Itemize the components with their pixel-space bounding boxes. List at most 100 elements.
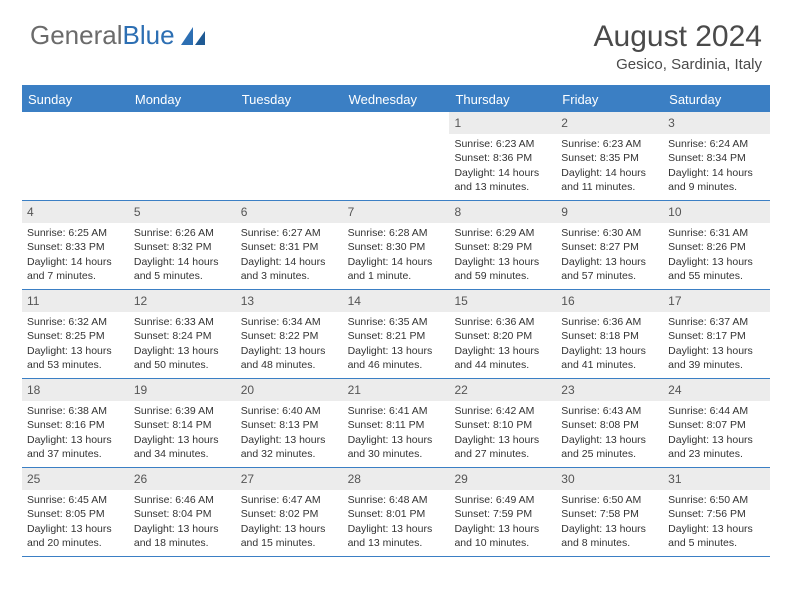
- day-line: Sunrise: 6:45 AM: [27, 493, 124, 507]
- day-line: Daylight: 13 hours and 18 minutes.: [134, 522, 231, 550]
- day-cell: 25Sunrise: 6:45 AMSunset: 8:05 PMDayligh…: [22, 468, 129, 556]
- day-number: 31: [663, 468, 770, 490]
- day-cell: 7Sunrise: 6:28 AMSunset: 8:30 PMDaylight…: [343, 201, 450, 289]
- day-number: 5: [129, 201, 236, 223]
- day-number: 4: [22, 201, 129, 223]
- day-line: Daylight: 13 hours and 44 minutes.: [454, 344, 551, 372]
- day-body: [343, 118, 450, 126]
- day-cell: 4Sunrise: 6:25 AMSunset: 8:33 PMDaylight…: [22, 201, 129, 289]
- day-number: 17: [663, 290, 770, 312]
- day-number: 8: [449, 201, 556, 223]
- day-line: Sunset: 8:26 PM: [668, 240, 765, 254]
- day-line: Daylight: 13 hours and 53 minutes.: [27, 344, 124, 372]
- day-body: Sunrise: 6:47 AMSunset: 8:02 PMDaylight:…: [236, 490, 343, 555]
- week-row: 1Sunrise: 6:23 AMSunset: 8:36 PMDaylight…: [22, 112, 770, 201]
- day-line: Sunrise: 6:36 AM: [454, 315, 551, 329]
- day-line: Daylight: 13 hours and 25 minutes.: [561, 433, 658, 461]
- day-number: 15: [449, 290, 556, 312]
- day-line: Sunrise: 6:38 AM: [27, 404, 124, 418]
- day-body: [236, 118, 343, 126]
- day-line: Sunset: 8:11 PM: [348, 418, 445, 432]
- day-line: Sunrise: 6:50 AM: [561, 493, 658, 507]
- day-line: Daylight: 13 hours and 55 minutes.: [668, 255, 765, 283]
- day-line: Daylight: 13 hours and 48 minutes.: [241, 344, 338, 372]
- day-cell: 20Sunrise: 6:40 AMSunset: 8:13 PMDayligh…: [236, 379, 343, 467]
- day-body: Sunrise: 6:40 AMSunset: 8:13 PMDaylight:…: [236, 401, 343, 466]
- day-line: Sunset: 8:18 PM: [561, 329, 658, 343]
- day-line: Daylight: 13 hours and 23 minutes.: [668, 433, 765, 461]
- day-cell: 16Sunrise: 6:36 AMSunset: 8:18 PMDayligh…: [556, 290, 663, 378]
- day-line: Sunrise: 6:28 AM: [348, 226, 445, 240]
- day-line: Sunrise: 6:29 AM: [454, 226, 551, 240]
- day-line: Daylight: 13 hours and 5 minutes.: [668, 522, 765, 550]
- day-cell: 30Sunrise: 6:50 AMSunset: 7:58 PMDayligh…: [556, 468, 663, 556]
- day-line: Sunrise: 6:50 AM: [668, 493, 765, 507]
- day-number: 9: [556, 201, 663, 223]
- day-cell: [22, 112, 129, 200]
- week-row: 25Sunrise: 6:45 AMSunset: 8:05 PMDayligh…: [22, 468, 770, 557]
- day-line: Daylight: 14 hours and 9 minutes.: [668, 166, 765, 194]
- day-line: Sunrise: 6:41 AM: [348, 404, 445, 418]
- day-line: Sunset: 8:22 PM: [241, 329, 338, 343]
- day-body: Sunrise: 6:43 AMSunset: 8:08 PMDaylight:…: [556, 401, 663, 466]
- day-number: 10: [663, 201, 770, 223]
- day-line: Daylight: 13 hours and 15 minutes.: [241, 522, 338, 550]
- day-cell: 5Sunrise: 6:26 AMSunset: 8:32 PMDaylight…: [129, 201, 236, 289]
- day-cell: 28Sunrise: 6:48 AMSunset: 8:01 PMDayligh…: [343, 468, 450, 556]
- day-body: Sunrise: 6:27 AMSunset: 8:31 PMDaylight:…: [236, 223, 343, 288]
- day-body: Sunrise: 6:23 AMSunset: 8:36 PMDaylight:…: [449, 134, 556, 199]
- day-line: Sunset: 8:30 PM: [348, 240, 445, 254]
- day-line: Daylight: 13 hours and 27 minutes.: [454, 433, 551, 461]
- day-cell: 6Sunrise: 6:27 AMSunset: 8:31 PMDaylight…: [236, 201, 343, 289]
- day-line: Sunrise: 6:40 AM: [241, 404, 338, 418]
- day-cell: 11Sunrise: 6:32 AMSunset: 8:25 PMDayligh…: [22, 290, 129, 378]
- day-number: 21: [343, 379, 450, 401]
- day-number: 27: [236, 468, 343, 490]
- day-body: Sunrise: 6:24 AMSunset: 8:34 PMDaylight:…: [663, 134, 770, 199]
- day-body: Sunrise: 6:28 AMSunset: 8:30 PMDaylight:…: [343, 223, 450, 288]
- day-line: Daylight: 13 hours and 30 minutes.: [348, 433, 445, 461]
- day-header: Friday: [556, 87, 663, 112]
- day-line: Sunrise: 6:32 AM: [27, 315, 124, 329]
- day-line: Sunrise: 6:35 AM: [348, 315, 445, 329]
- day-line: Sunset: 8:31 PM: [241, 240, 338, 254]
- day-line: Sunrise: 6:49 AM: [454, 493, 551, 507]
- day-body: Sunrise: 6:37 AMSunset: 8:17 PMDaylight:…: [663, 312, 770, 377]
- day-line: Sunrise: 6:37 AM: [668, 315, 765, 329]
- day-body: Sunrise: 6:23 AMSunset: 8:35 PMDaylight:…: [556, 134, 663, 199]
- day-number: 14: [343, 290, 450, 312]
- day-line: Sunrise: 6:23 AM: [561, 137, 658, 151]
- day-line: Sunset: 8:36 PM: [454, 151, 551, 165]
- day-cell: 14Sunrise: 6:35 AMSunset: 8:21 PMDayligh…: [343, 290, 450, 378]
- week-row: 4Sunrise: 6:25 AMSunset: 8:33 PMDaylight…: [22, 201, 770, 290]
- day-line: Sunset: 8:07 PM: [668, 418, 765, 432]
- day-number: 13: [236, 290, 343, 312]
- day-header: Tuesday: [236, 87, 343, 112]
- day-line: Sunrise: 6:26 AM: [134, 226, 231, 240]
- day-header: Saturday: [663, 87, 770, 112]
- brand-name: GeneralBlue: [30, 20, 175, 51]
- day-line: Sunrise: 6:24 AM: [668, 137, 765, 151]
- day-body: Sunrise: 6:42 AMSunset: 8:10 PMDaylight:…: [449, 401, 556, 466]
- day-line: Sunrise: 6:27 AM: [241, 226, 338, 240]
- day-body: Sunrise: 6:48 AMSunset: 8:01 PMDaylight:…: [343, 490, 450, 555]
- day-line: Sunset: 8:24 PM: [134, 329, 231, 343]
- day-line: Daylight: 13 hours and 41 minutes.: [561, 344, 658, 372]
- day-number: 26: [129, 468, 236, 490]
- day-line: Daylight: 13 hours and 34 minutes.: [134, 433, 231, 461]
- day-body: Sunrise: 6:36 AMSunset: 8:20 PMDaylight:…: [449, 312, 556, 377]
- brand-gray: General: [30, 20, 123, 50]
- day-line: Daylight: 13 hours and 50 minutes.: [134, 344, 231, 372]
- week-row: 18Sunrise: 6:38 AMSunset: 8:16 PMDayligh…: [22, 379, 770, 468]
- day-number: 11: [22, 290, 129, 312]
- day-line: Sunrise: 6:47 AM: [241, 493, 338, 507]
- day-body: Sunrise: 6:44 AMSunset: 8:07 PMDaylight:…: [663, 401, 770, 466]
- day-header-row: SundayMondayTuesdayWednesdayThursdayFrid…: [22, 87, 770, 112]
- day-cell: 9Sunrise: 6:30 AMSunset: 8:27 PMDaylight…: [556, 201, 663, 289]
- day-body: Sunrise: 6:45 AMSunset: 8:05 PMDaylight:…: [22, 490, 129, 555]
- day-body: Sunrise: 6:50 AMSunset: 7:58 PMDaylight:…: [556, 490, 663, 555]
- day-cell: 27Sunrise: 6:47 AMSunset: 8:02 PMDayligh…: [236, 468, 343, 556]
- day-cell: 3Sunrise: 6:24 AMSunset: 8:34 PMDaylight…: [663, 112, 770, 200]
- day-line: Sunset: 8:14 PM: [134, 418, 231, 432]
- day-body: Sunrise: 6:50 AMSunset: 7:56 PMDaylight:…: [663, 490, 770, 555]
